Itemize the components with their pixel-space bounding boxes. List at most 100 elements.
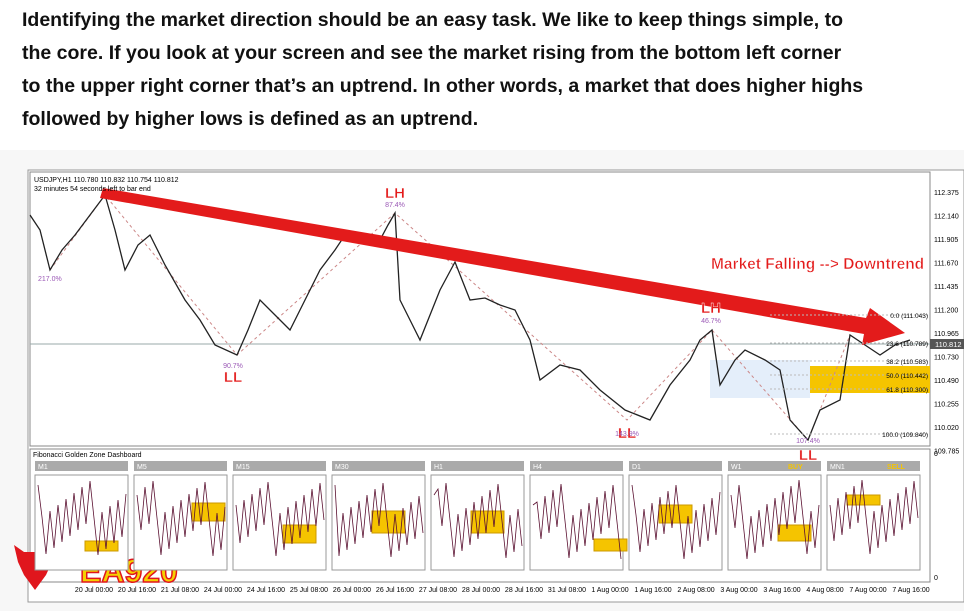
swing-label: LL — [618, 425, 636, 442]
panel-header — [332, 461, 425, 471]
panel-header — [35, 461, 128, 471]
panel-body — [826, 474, 921, 571]
article-line: Identifying the market direction should … — [22, 9, 843, 31]
panel-zone — [593, 538, 628, 552]
time-label: 27 Jul 08:00 — [419, 587, 457, 594]
fib-label: 61.8 (110.300) — [886, 387, 928, 394]
fib-label: 23.6 (110.789) — [886, 341, 928, 348]
time-label: 4 Aug 08:00 — [806, 587, 843, 594]
swing-pct: 107.4% — [796, 438, 820, 445]
panel-zone — [84, 540, 119, 552]
article-line: the core. If you look at your screen and… — [22, 42, 842, 64]
headline: Market Falling --> Downtrend — [711, 256, 924, 273]
article-line: followed by higher lows is defined as an… — [22, 108, 479, 130]
time-label: 7 Aug 00:00 — [849, 587, 886, 594]
panel-signal: BUY — [788, 464, 803, 471]
panel-signal: SELL — [887, 464, 906, 471]
panel-header — [233, 461, 326, 471]
panel-label: M1 — [38, 464, 48, 471]
swing-label: LH — [385, 185, 405, 202]
time-label: 28 Jul 00:00 — [462, 587, 500, 594]
panel-label: H1 — [434, 464, 443, 471]
time-label: 7 Aug 16:00 — [892, 587, 929, 594]
time-label: 3 Aug 16:00 — [763, 587, 800, 594]
price-tag-label: 110.812 — [935, 340, 962, 349]
swing-label: LL — [224, 369, 242, 386]
swing-pct: 143.9% — [615, 431, 639, 438]
price-label: 112.140 — [934, 214, 959, 221]
panel-price — [37, 480, 127, 556]
panel-header — [827, 461, 920, 471]
panel-zone — [658, 504, 693, 524]
panel-header — [431, 461, 524, 471]
time-label: 21 Jul 08:00 — [161, 587, 199, 594]
dashboard-axis-label: 0 — [934, 451, 938, 458]
panel-price — [136, 480, 226, 557]
price-label: 109.785 — [934, 449, 959, 456]
article-line: to the upper right corner that’s an uptr… — [22, 75, 864, 97]
price-label: 111.905 — [934, 237, 958, 244]
time-label: 26 Jul 16:00 — [376, 587, 414, 594]
panel-label: MN1 — [830, 464, 845, 471]
time-label: 24 Jul 00:00 — [204, 587, 242, 594]
panel-label: M5 — [137, 464, 147, 471]
fib-label: 50.0 (110.442) — [886, 373, 928, 380]
time-label: 24 Jul 16:00 — [247, 587, 285, 594]
panel-price — [631, 484, 721, 560]
panel-header — [530, 461, 623, 471]
panel-header — [629, 461, 722, 471]
fib-label: 38.2 (110.583) — [886, 359, 928, 366]
panel-label: D1 — [632, 464, 641, 471]
time-label: 20 Jul 16:00 — [118, 587, 156, 594]
fib-label: 100.0 (109.840) — [882, 432, 928, 439]
panel-price — [829, 479, 919, 555]
panel-label: W1 — [731, 464, 742, 471]
panel-label: M15 — [236, 464, 250, 471]
price-label: 110.730 — [934, 355, 959, 362]
price-tag — [930, 339, 964, 349]
trend-arrow — [100, 188, 905, 345]
panel-header — [728, 461, 821, 471]
price-label: 112.375 — [934, 190, 959, 197]
time-label: 26 Jul 00:00 — [333, 587, 371, 594]
panel-label: M30 — [335, 464, 349, 471]
bar-timer: 32 minutes 54 seconds left to bar end — [34, 186, 151, 193]
panel-price — [532, 483, 622, 560]
symbol-info: USDJPY,H1 110.780 110.832 110.754 110.81… — [34, 177, 179, 184]
time-label: 1 Aug 00:00 — [591, 587, 628, 594]
price-label: 110.020 — [934, 425, 959, 432]
panel-body — [727, 474, 822, 571]
dashboard-title: Fibonacci Golden Zone Dashboard — [33, 452, 142, 459]
panel-price — [433, 482, 523, 559]
price-label: 110.490 — [934, 378, 959, 385]
panel-zone — [777, 524, 812, 542]
panel-zone — [371, 510, 406, 534]
swing-pct: 87.4% — [385, 202, 405, 209]
time-label: 31 Jul 08:00 — [548, 587, 586, 594]
panel-price — [235, 481, 325, 557]
price-label: 110.965 — [934, 331, 959, 338]
panel-price — [730, 479, 820, 560]
swing-label: LH — [701, 300, 721, 317]
time-label: 2 Aug 08:00 — [677, 587, 714, 594]
price-label: 110.255 — [934, 402, 959, 409]
fib-zone — [710, 360, 810, 398]
price-label: 111.435 — [934, 284, 958, 291]
time-label: 20 Jul 00:00 — [75, 587, 113, 594]
price-label: 111.200 — [934, 308, 958, 315]
panel-label: H4 — [533, 464, 542, 471]
panel-header — [134, 461, 227, 471]
swing-pct: 46.7% — [701, 318, 721, 325]
price-label: 111.670 — [934, 261, 958, 268]
time-label: 25 Jul 08:00 — [290, 587, 328, 594]
swing-label: LL — [799, 447, 817, 464]
panel-price — [334, 482, 424, 558]
time-label: 28 Jul 16:00 — [505, 587, 543, 594]
time-label: 1 Aug 16:00 — [634, 587, 671, 594]
swing-pct: 217.0% — [38, 276, 62, 283]
time-label: 3 Aug 00:00 — [720, 587, 757, 594]
swing-pct: 90.7% — [223, 363, 243, 370]
dashboard-axis-label: 0 — [934, 575, 938, 582]
